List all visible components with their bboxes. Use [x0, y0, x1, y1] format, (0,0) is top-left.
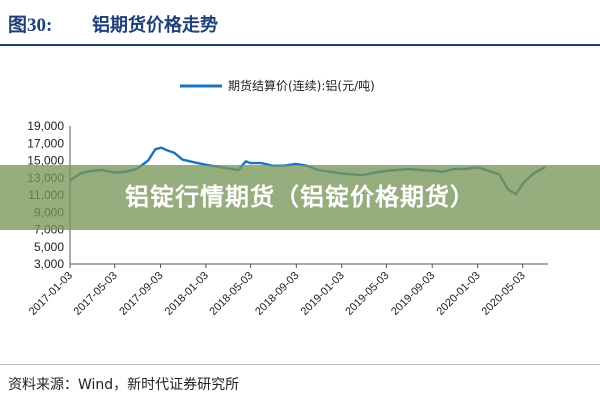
- data-point: [192, 161, 195, 164]
- y-tick-label: 3,000: [34, 257, 64, 271]
- figure-header: 图30: 铝期货价格走势: [0, 0, 600, 46]
- x-tick-label: 2020-05-03: [480, 270, 528, 318]
- legend-label: 期货结算价(连续):铝(元/吨): [228, 78, 375, 93]
- figure-label: 图30:: [8, 15, 53, 36]
- data-point: [154, 148, 157, 151]
- y-tick-label: 5,000: [34, 240, 64, 254]
- chart-legend: 期货结算价(连续):铝(元/吨): [180, 78, 375, 93]
- x-tick-label: 2019-05-03: [343, 270, 391, 318]
- banner-text: 铝锭行情期货（铝锭价格期货）: [125, 183, 475, 211]
- y-tick-label: 15,000: [27, 154, 64, 168]
- data-point: [295, 163, 298, 165]
- y-tick-label: 19,000: [27, 119, 64, 133]
- x-tick-label: 2018-01-03: [163, 270, 211, 318]
- data-point: [173, 151, 176, 154]
- x-axis: 2017-01-032017-05-032017-09-032018-01-03…: [27, 263, 548, 318]
- figure-title: 铝期货价格走势: [92, 15, 218, 36]
- data-point: [244, 160, 247, 163]
- x-tick-label: 2017-01-03: [27, 270, 75, 318]
- footer-divider: [0, 364, 600, 365]
- data-point: [160, 146, 163, 149]
- x-tick-label: 2019-09-03: [389, 270, 437, 318]
- x-tick-label: 2020-01-03: [434, 270, 482, 318]
- data-point: [147, 159, 149, 162]
- data-point: [165, 149, 168, 151]
- y-tick-label: 17,000: [27, 136, 64, 150]
- x-tick-label: 2018-09-03: [253, 270, 301, 318]
- data-point: [181, 158, 184, 161]
- overlay-banner: 铝锭行情期货（铝锭价格期货）: [0, 165, 600, 230]
- x-tick-label: 2018-05-03: [207, 270, 255, 318]
- data-point: [249, 162, 252, 164]
- x-tick-label: 2017-05-03: [72, 270, 120, 318]
- x-tick-label: 2019-01-03: [299, 270, 347, 318]
- data-point: [260, 162, 263, 164]
- source-note: 资料来源：Wind，新时代证券研究所: [8, 377, 240, 393]
- x-tick-label: 2017-09-03: [117, 270, 165, 318]
